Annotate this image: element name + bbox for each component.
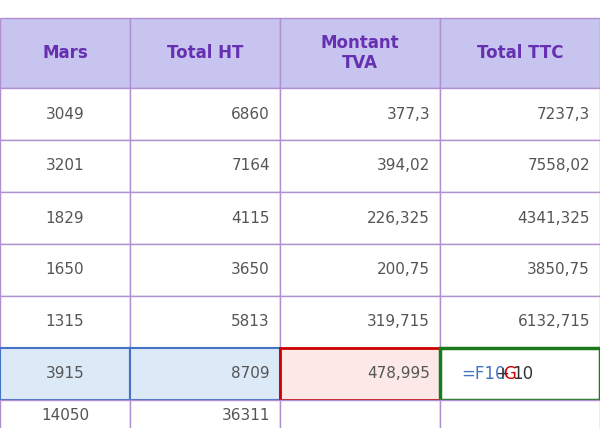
Bar	[280, 88, 440, 140]
Text: 8709: 8709	[232, 366, 270, 381]
Bar	[440, 140, 600, 192]
Text: 10: 10	[512, 365, 533, 383]
Bar	[280, 18, 440, 88]
Bar	[0, 140, 130, 192]
Bar	[130, 192, 280, 244]
Text: 36311: 36311	[221, 407, 270, 422]
Bar	[440, 192, 600, 244]
Text: 4341,325: 4341,325	[517, 211, 590, 226]
Text: 394,02: 394,02	[377, 158, 430, 173]
Text: 1829: 1829	[46, 211, 85, 226]
Text: 3650: 3650	[231, 262, 270, 277]
Bar	[440, 18, 600, 88]
Bar	[0, 296, 130, 348]
Bar	[0, 244, 130, 296]
Bar	[0, 192, 130, 244]
Bar	[130, 244, 280, 296]
Bar	[280, 140, 440, 192]
Text: 3915: 3915	[46, 366, 85, 381]
Bar	[440, 400, 600, 428]
Bar	[280, 348, 440, 400]
Text: 478,995: 478,995	[367, 366, 430, 381]
Text: 7164: 7164	[232, 158, 270, 173]
Bar	[0, 400, 130, 428]
Text: 1650: 1650	[46, 262, 85, 277]
Bar	[0, 88, 130, 140]
Bar	[440, 296, 600, 348]
Bar	[280, 192, 440, 244]
Text: Mars: Mars	[42, 44, 88, 62]
Bar	[130, 348, 280, 400]
Bar	[280, 244, 440, 296]
Bar	[130, 88, 280, 140]
Text: 14050: 14050	[41, 407, 89, 422]
Bar	[280, 296, 440, 348]
Text: 3850,75: 3850,75	[527, 262, 590, 277]
Text: 5813: 5813	[232, 315, 270, 330]
Text: Total TTC: Total TTC	[477, 44, 563, 62]
Text: 1315: 1315	[46, 315, 85, 330]
Bar	[130, 140, 280, 192]
Bar	[130, 296, 280, 348]
Text: 319,715: 319,715	[367, 315, 430, 330]
Bar	[130, 18, 280, 88]
Text: 377,3: 377,3	[386, 107, 430, 122]
Text: +: +	[495, 365, 509, 383]
Text: 6860: 6860	[231, 107, 270, 122]
Bar	[440, 348, 600, 400]
Bar	[440, 88, 600, 140]
Text: G: G	[503, 365, 516, 383]
Text: 3201: 3201	[46, 158, 85, 173]
Text: =F10: =F10	[461, 365, 505, 383]
Bar	[280, 400, 440, 428]
Text: 6132,715: 6132,715	[517, 315, 590, 330]
Text: 7237,3: 7237,3	[537, 107, 590, 122]
Bar	[130, 400, 280, 428]
Text: 3049: 3049	[46, 107, 85, 122]
Text: 4115: 4115	[232, 211, 270, 226]
Bar	[440, 244, 600, 296]
Text: 200,75: 200,75	[377, 262, 430, 277]
Text: 7558,02: 7558,02	[527, 158, 590, 173]
Text: Total HT: Total HT	[167, 44, 243, 62]
Text: Montant
TVA: Montant TVA	[320, 34, 400, 72]
Text: 226,325: 226,325	[367, 211, 430, 226]
Bar	[0, 18, 130, 88]
Bar	[0, 348, 130, 400]
